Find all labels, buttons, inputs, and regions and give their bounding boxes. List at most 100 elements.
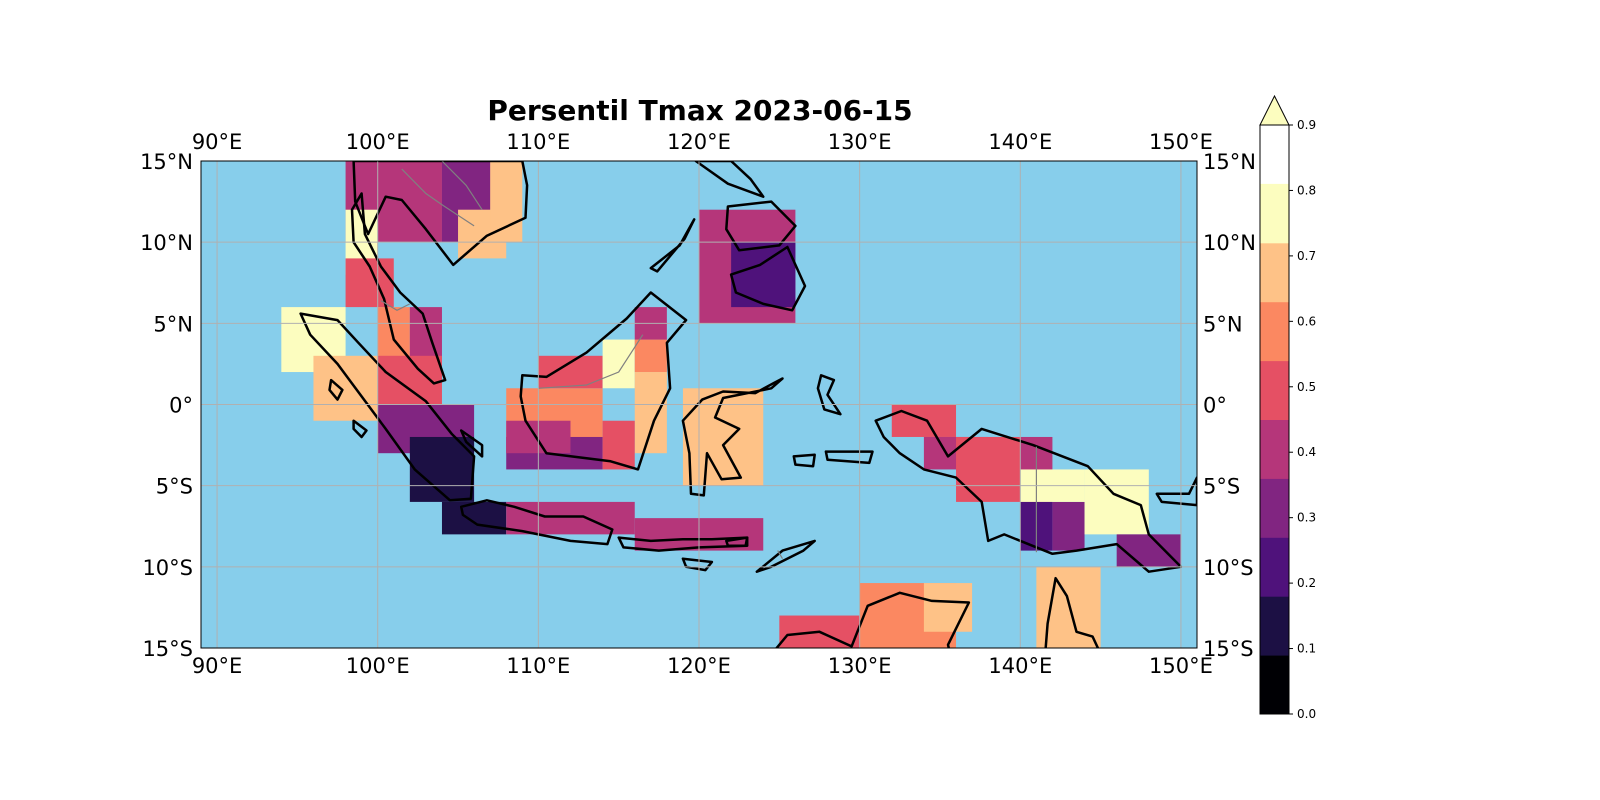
heatmap-cell bbox=[1052, 501, 1085, 551]
colorbar-segment bbox=[1260, 301, 1289, 362]
island-cape-york bbox=[1044, 576, 1100, 648]
island-australia bbox=[775, 591, 971, 648]
colorbar-tick-label: 0.8 bbox=[1297, 183, 1316, 197]
heatmap-cell bbox=[1084, 469, 1149, 535]
lat-tick-label-left: 5°S bbox=[156, 475, 193, 499]
lon-tick-label-bottom: 100°E bbox=[346, 654, 410, 678]
island-new-britain bbox=[1155, 476, 1197, 507]
lon-ticks-top: 90°E 100°E 110°E 120°E 130°E 140°E 150°E bbox=[192, 130, 1213, 154]
island-sumatra bbox=[299, 312, 476, 502]
colorbar-segment bbox=[1260, 655, 1289, 715]
country-border bbox=[441, 161, 483, 211]
lat-tick-label-right: 0° bbox=[1203, 394, 1227, 418]
lat-tick-label-right: 5°N bbox=[1203, 312, 1243, 336]
lon-tick-label-bottom: 140°E bbox=[988, 654, 1052, 678]
map-title: Persentil Tmax 2023-06-15 bbox=[487, 94, 913, 127]
colorbar-tick-label: 0.7 bbox=[1297, 249, 1316, 263]
colorbar-tick-label: 0.9 bbox=[1297, 118, 1316, 132]
island-flores-extra bbox=[725, 536, 749, 547]
heatmap-cell bbox=[490, 161, 523, 243]
heatmap-cell bbox=[634, 372, 667, 454]
landmasses bbox=[299, 161, 1197, 648]
lon-tick-label-top: 100°E bbox=[346, 130, 410, 154]
heatmap-cell bbox=[956, 436, 1021, 502]
country-border bbox=[401, 168, 475, 227]
gridlines bbox=[201, 161, 1197, 648]
heatmap-cell bbox=[506, 501, 635, 535]
map-area bbox=[201, 161, 1197, 648]
country-border bbox=[777, 550, 784, 560]
lat-tick-label-left: 10°N bbox=[140, 231, 193, 255]
heatmap-cell bbox=[441, 501, 507, 535]
lon-tick-label-bottom: 120°E bbox=[667, 654, 731, 678]
lat-tick-label-right: 5°S bbox=[1203, 475, 1240, 499]
heatmap-cell bbox=[634, 339, 667, 373]
heatmap-cell bbox=[409, 436, 475, 502]
lon-tick-label-top: 120°E bbox=[667, 130, 731, 154]
colorbar-tick-label: 0.0 bbox=[1297, 707, 1316, 721]
lon-tick-label-bottom: 130°E bbox=[828, 654, 892, 678]
island-palawan bbox=[649, 218, 696, 273]
colorbar-frame bbox=[1259, 124, 1290, 715]
island-siberut bbox=[352, 419, 368, 439]
country-border bbox=[538, 334, 644, 389]
heatmap-cell bbox=[923, 583, 973, 632]
lon-tick-label-top: 140°E bbox=[988, 130, 1052, 154]
island-java bbox=[459, 499, 614, 546]
colorbar-extend-arrow bbox=[1259, 94, 1290, 126]
colorbar-tick-label: 0.3 bbox=[1297, 511, 1316, 525]
lat-tick-label-right: 15°S bbox=[1203, 637, 1254, 661]
colorbar-segment bbox=[1260, 242, 1289, 303]
heatmap-cell bbox=[538, 355, 603, 389]
lat-tick-label-left: 15°S bbox=[142, 637, 193, 661]
island-buru bbox=[792, 453, 816, 468]
lon-tick-label-bottom: 150°E bbox=[1149, 654, 1213, 678]
heatmap-cell bbox=[682, 388, 764, 486]
colorbar-tick-label: 0.4 bbox=[1297, 445, 1316, 459]
lon-tick-label-top: 90°E bbox=[192, 130, 243, 154]
lon-tick-label-top: 130°E bbox=[828, 130, 892, 154]
island-borneo bbox=[519, 291, 688, 471]
island-luzon bbox=[694, 161, 765, 198]
lat-tick-label-left: 0° bbox=[169, 394, 193, 418]
lat-ticks-left: 15°N 10°N 5°N 0° 5°S 10°S 15°S bbox=[140, 150, 193, 661]
colorbar-tick-label: 0.1 bbox=[1297, 642, 1316, 656]
island-mindanao bbox=[729, 245, 807, 312]
colorbar-segment bbox=[1260, 478, 1289, 538]
lat-tick-label-left: 15°N bbox=[140, 150, 193, 174]
colorbar-segment bbox=[1260, 183, 1289, 244]
lon-ticks-bottom: 90°E 100°E 110°E 120°E 130°E 140°E 150°E bbox=[192, 654, 1213, 678]
colorbar-tick-label: 0.5 bbox=[1297, 380, 1316, 394]
lon-tick-label-top: 150°E bbox=[1149, 130, 1213, 154]
island-new-guinea bbox=[874, 409, 1183, 573]
heatmap-cell bbox=[731, 242, 796, 308]
colorbar-segment bbox=[1260, 596, 1289, 656]
country-border bbox=[380, 300, 411, 311]
island-nias bbox=[328, 378, 344, 401]
heatmap-cell bbox=[1116, 534, 1181, 567]
island-sumba bbox=[681, 557, 714, 572]
island-malay-peninsula bbox=[350, 192, 447, 385]
heatmap-cell bbox=[602, 339, 635, 389]
heatmap-cell bbox=[313, 355, 378, 421]
island-indochina bbox=[352, 161, 529, 267]
lat-ticks-right: 15°N 10°N 5°N 0° 5°S 10°S 15°S bbox=[1203, 150, 1256, 661]
island-halmahera bbox=[816, 374, 842, 416]
island-timor bbox=[755, 539, 816, 573]
lat-tick-label-right: 10°N bbox=[1203, 231, 1256, 255]
country-borders bbox=[380, 161, 1037, 560]
colorbar-segment bbox=[1260, 537, 1289, 597]
lat-tick-label-right: 10°S bbox=[1203, 556, 1254, 580]
lon-tick-label-bottom: 110°E bbox=[506, 654, 570, 678]
colorbar-tick-label: 0.2 bbox=[1297, 576, 1316, 590]
lon-tick-label-top: 110°E bbox=[506, 130, 570, 154]
island-seram bbox=[824, 450, 874, 465]
lat-tick-label-left: 10°S bbox=[142, 556, 193, 580]
map-frame bbox=[200, 160, 1198, 649]
lat-tick-label-right: 15°N bbox=[1203, 150, 1256, 174]
lat-tick-label-left: 5°N bbox=[153, 312, 193, 336]
colorbar: 0.0 0.1 0.2 0.3 0.4 0.5 0.6 0.7 0.8 0.9 bbox=[1259, 94, 1316, 721]
colorbar-tick-label: 0.6 bbox=[1297, 314, 1316, 328]
lon-tick-label-bottom: 90°E bbox=[192, 654, 243, 678]
